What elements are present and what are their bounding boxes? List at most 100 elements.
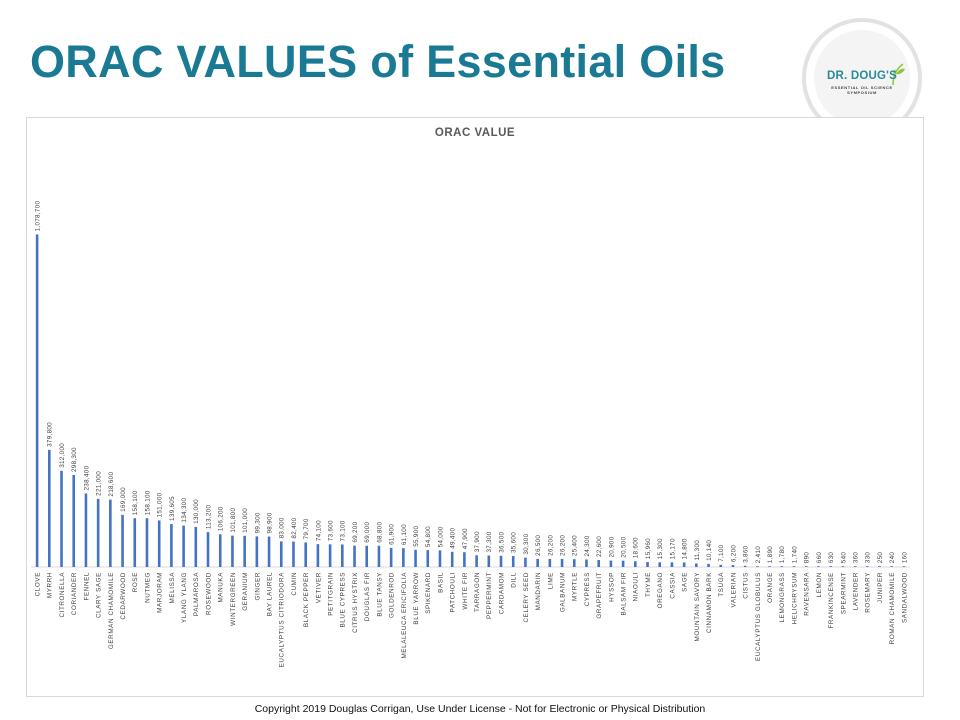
- logo-tagline: ESSENTIAL OIL SCIENCE SYMPOSIUM: [831, 85, 893, 95]
- data-label-43: 26,200: [547, 535, 554, 556]
- data-label-62: 1,780: [779, 546, 786, 563]
- data-label-64: 890: [804, 552, 811, 564]
- bar-38: [487, 555, 491, 567]
- category-label-22: CUMIN: [291, 572, 298, 596]
- data-label-32: 55,900: [413, 526, 420, 547]
- data-label-47: 22,600: [596, 536, 603, 557]
- data-label-12: 139,605: [169, 496, 176, 521]
- bar-12: [170, 523, 173, 567]
- bar-56: [707, 563, 710, 567]
- bar-72: [902, 566, 906, 567]
- category-label-35: PATCHOULI: [450, 572, 457, 613]
- category-label-54: SAGE: [682, 572, 689, 592]
- data-label-23: 79,700: [303, 518, 310, 539]
- bar-4: [72, 475, 76, 567]
- bar-19: [255, 536, 259, 567]
- data-label-21: 83,000: [279, 517, 286, 538]
- data-label-63: 1,740: [791, 546, 798, 563]
- bar-52: [658, 562, 662, 567]
- data-label-3: 312,000: [59, 443, 66, 468]
- category-label-63: HELICHRYSUM: [791, 572, 798, 624]
- data-label-15: 113,200: [205, 505, 212, 530]
- data-label-56: 10,140: [706, 540, 713, 561]
- category-label-19: GINGER: [254, 572, 261, 600]
- category-label-10: NUTMEG: [144, 572, 151, 603]
- bar-43: [548, 558, 552, 567]
- category-label-44: GALBANUM: [559, 572, 566, 612]
- data-label-55: 11,300: [694, 540, 701, 561]
- data-label-37: 37,900: [474, 531, 481, 552]
- data-label-35: 49,400: [450, 528, 457, 549]
- bar-16: [218, 534, 222, 567]
- category-label-29: BLUE TANSY: [376, 572, 383, 617]
- bar-20: [267, 536, 271, 567]
- bar-30: [389, 547, 393, 567]
- category-label-9: ROSE: [132, 572, 139, 592]
- category-label-6: CLARY SAGE: [96, 572, 103, 618]
- category-label-36: WHITE FIR: [462, 572, 469, 610]
- category-label-57: TSUGA: [718, 572, 725, 597]
- data-label-17: 101,800: [230, 508, 237, 533]
- bar-63: [792, 566, 796, 567]
- bar-59: [743, 565, 747, 567]
- category-label-53: CASSIA: [669, 572, 676, 599]
- data-label-22: 82,400: [291, 517, 298, 538]
- bar-54: [682, 562, 686, 567]
- data-label-4: 298,300: [71, 447, 78, 472]
- category-label-1: CLOVE: [35, 572, 42, 596]
- bar-24: [316, 544, 320, 567]
- bar-58: [731, 565, 735, 567]
- page-title: ORAC VALUES of Essential Oils: [30, 36, 726, 87]
- category-label-16: MANUKA: [218, 572, 225, 603]
- bar-55: [695, 563, 698, 567]
- data-label-67: 540: [840, 552, 847, 564]
- bar-10: [145, 518, 149, 567]
- category-label-4: CORIANDER: [71, 572, 78, 615]
- category-label-71: ROMAN CHAMOMILE: [889, 572, 896, 644]
- data-label-44: 26,200: [559, 535, 566, 556]
- data-label-53: 15,170: [669, 538, 676, 559]
- category-label-17: WINTERGREEN: [230, 572, 237, 626]
- data-label-11: 151,000: [157, 492, 164, 517]
- bar-27: [353, 545, 356, 567]
- data-label-59: 3,860: [743, 545, 750, 562]
- data-label-50: 18,600: [633, 537, 640, 558]
- category-label-43: LIME: [547, 572, 554, 589]
- bar-13: [182, 525, 185, 567]
- category-label-33: SPIKENARD: [425, 572, 432, 614]
- data-label-41: 30,300: [523, 533, 530, 554]
- category-label-69: ROSEMARY: [865, 572, 872, 613]
- data-label-26: 73,100: [340, 520, 347, 541]
- data-label-42: 26,500: [535, 535, 542, 556]
- data-label-25: 73,600: [328, 520, 335, 541]
- bar-37: [475, 555, 478, 567]
- data-label-68: 360: [852, 552, 859, 564]
- bar-67: [841, 566, 845, 567]
- bar-44: [560, 558, 564, 567]
- bar-1: [35, 234, 39, 567]
- data-label-51: 15,960: [645, 538, 652, 559]
- category-label-42: MANDARIN: [535, 572, 542, 610]
- data-label-34: 54,000: [437, 526, 444, 547]
- category-label-66: FRANKINCENSE: [828, 572, 835, 629]
- category-label-62: LEMONGRASS: [779, 572, 786, 622]
- data-label-14: 130,000: [193, 499, 200, 524]
- bar-7: [109, 499, 112, 567]
- category-label-70: JUNIPER: [877, 572, 884, 603]
- bar-33: [426, 550, 430, 567]
- bar-60: [756, 566, 759, 567]
- data-label-19: 99,300: [254, 512, 261, 533]
- category-label-68: LAVENDER: [852, 572, 859, 610]
- category-label-58: VALERIAN: [730, 572, 737, 607]
- category-label-51: THYME: [645, 572, 652, 597]
- bar-64: [804, 566, 808, 567]
- category-label-21: EUCALYPTUS CITRIODORA: [279, 572, 286, 668]
- bar-15: [206, 532, 210, 567]
- data-label-39: 36,500: [498, 531, 505, 552]
- data-label-40: 35,600: [511, 532, 518, 553]
- bar-18: [243, 535, 246, 567]
- category-label-11: MARJORAM: [157, 572, 164, 613]
- bar-5: [84, 493, 88, 567]
- data-label-30: 61,900: [389, 524, 396, 545]
- bar-28: [365, 545, 369, 568]
